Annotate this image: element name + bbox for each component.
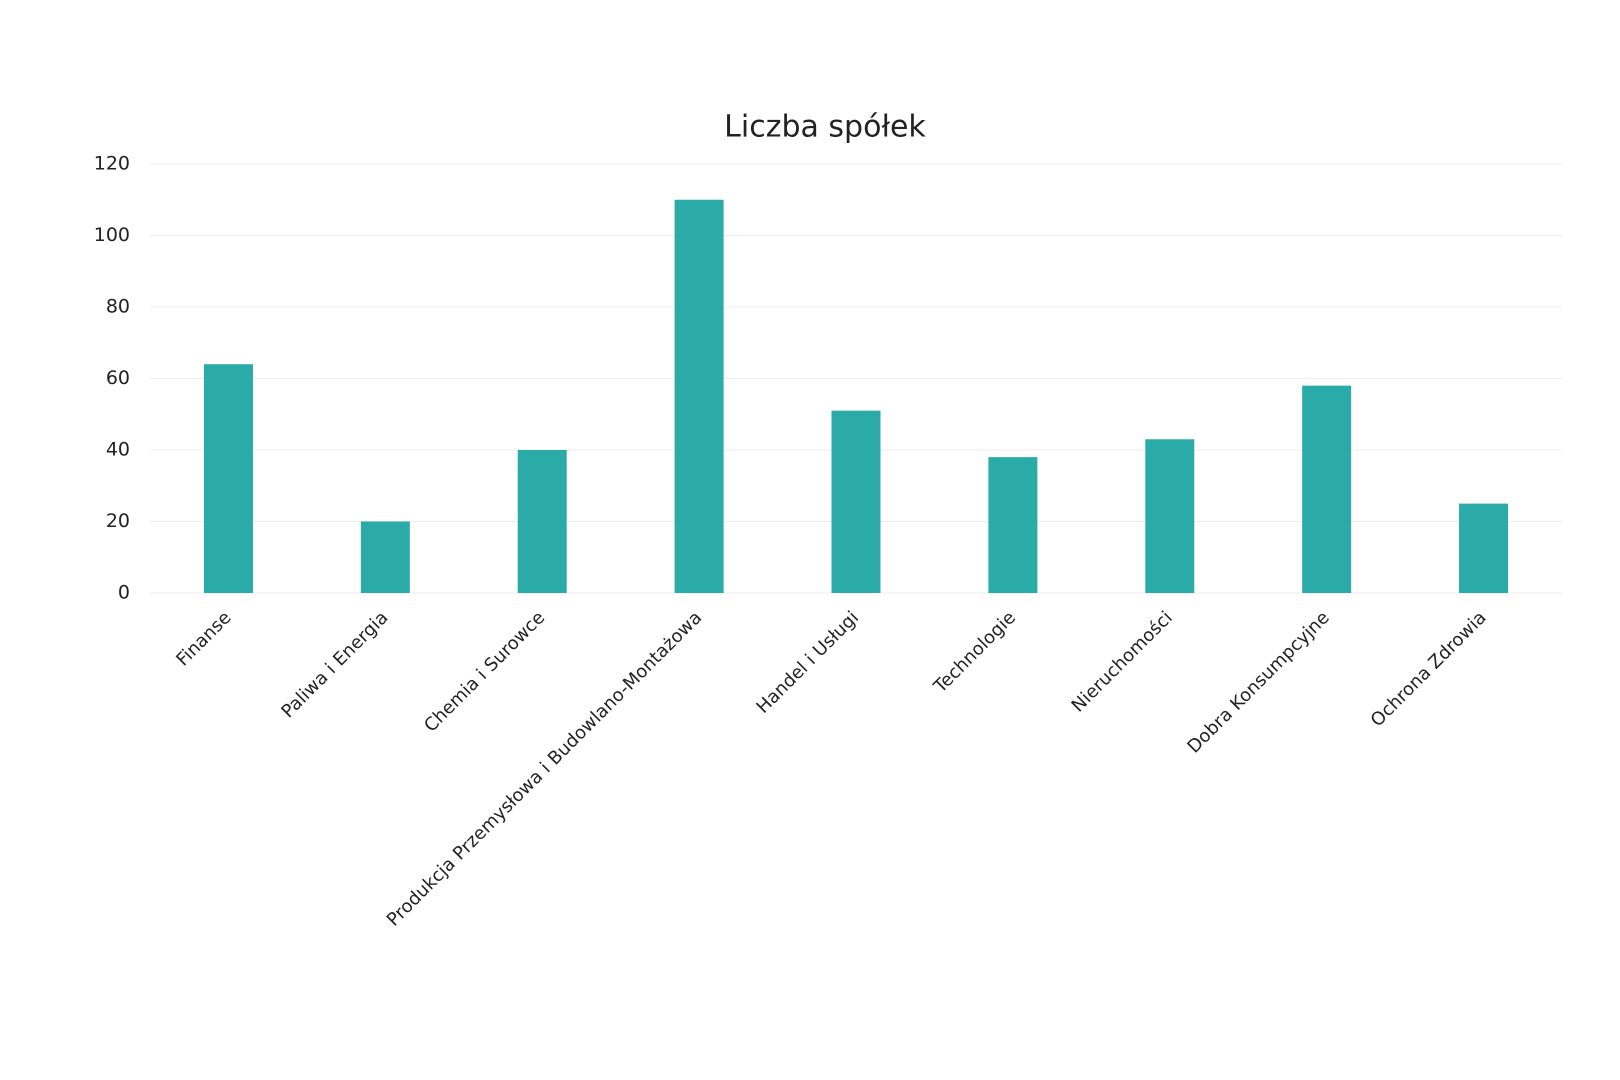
bar (1459, 503, 1509, 593)
y-tick-label: 40 (106, 439, 130, 461)
bar (203, 364, 253, 593)
x-tick-label: Chemia i Surowce (420, 607, 549, 736)
x-tick-label: Dobra Konsumpcyjne (1183, 607, 1333, 757)
y-tick-label: 60 (106, 367, 130, 389)
bar (1302, 385, 1352, 593)
x-tick-label: Ochrona Zdrowia (1367, 607, 1491, 731)
x-tick-label: Finanse (172, 607, 235, 670)
bar (517, 450, 567, 593)
x-tick-label: Produkcja Przemysłowa i Budowlano-Montaż… (383, 607, 706, 930)
bar (831, 410, 881, 593)
y-tick-label: 20 (106, 510, 130, 532)
x-tick-label: Technologie (929, 607, 1020, 698)
bar (1145, 439, 1195, 593)
chart-title: Liczba spółek (724, 110, 926, 145)
x-tick-label: Paliwa i Energia (277, 607, 392, 722)
x-tick-label: Handel i Usługi (752, 607, 863, 718)
bar (360, 521, 410, 593)
bar (988, 457, 1038, 593)
y-tick-label: 120 (94, 153, 130, 175)
y-tick-label: 0 (118, 582, 130, 604)
y-tick-label: 100 (94, 224, 130, 246)
bar (674, 199, 724, 593)
x-tick-label: Nieruchomości (1068, 607, 1177, 716)
y-tick-label: 80 (106, 296, 130, 318)
